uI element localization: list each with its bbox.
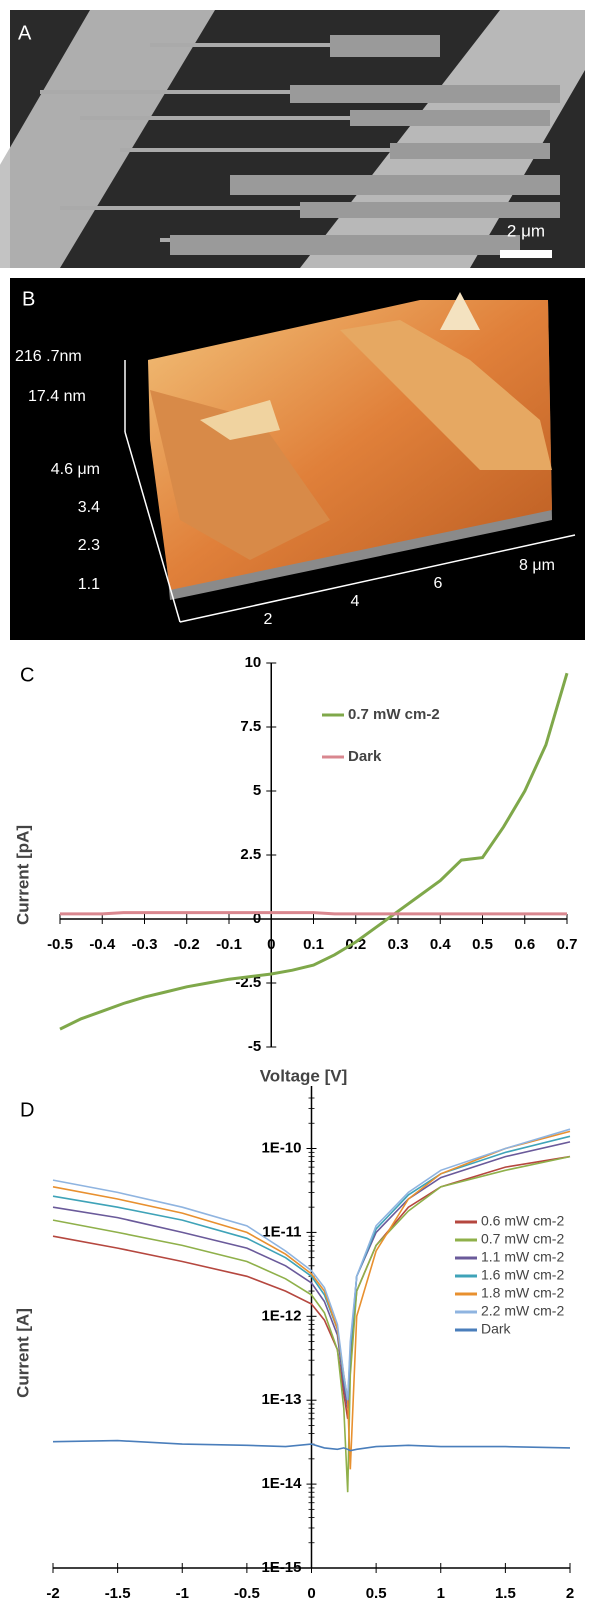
legend-label: 0.7 mW cm-2 xyxy=(481,1231,564,1247)
x-tick-label: 0.1 xyxy=(303,936,324,953)
y-tick-label: 0 xyxy=(253,910,261,927)
panel-label: C xyxy=(20,664,34,686)
series-line xyxy=(52,1155,571,1419)
x-tick-label: -0.1 xyxy=(216,936,242,953)
x-tick-label: 0.7 xyxy=(557,936,578,953)
x-tick-label: -0.3 xyxy=(132,936,158,953)
sem-image xyxy=(0,10,585,268)
legend-label: Dark xyxy=(348,748,382,765)
x-tick-label: 1 xyxy=(437,1585,445,1602)
y-tick-label: -5 xyxy=(248,1038,261,1055)
x-tick-label: -0.2 xyxy=(174,936,200,953)
legend-label: 0.6 mW cm-2 xyxy=(481,1213,564,1229)
x-tick-label: -1.5 xyxy=(105,1585,131,1602)
x-tick-label: -0.4 xyxy=(89,936,116,953)
series-line xyxy=(60,911,567,916)
series-line xyxy=(52,1439,571,1452)
y-tick-label: 1E-10 xyxy=(261,1139,301,1156)
afm-image xyxy=(10,278,585,640)
x-label: 4 xyxy=(351,593,360,610)
series-line xyxy=(52,1128,571,1401)
legend-label: 1.6 mW cm-2 xyxy=(481,1267,564,1283)
y-tick-label: 7.5 xyxy=(240,718,261,735)
x-tick-label: 2 xyxy=(566,1585,574,1602)
y-tick-label: 10 xyxy=(245,654,262,671)
legend-label: 1.1 mW cm-2 xyxy=(481,1249,564,1265)
y-axis-title: Current [A] xyxy=(13,1308,32,1398)
z-label: 17.4 nm xyxy=(28,388,86,405)
panel-label: A xyxy=(18,22,32,44)
y-tick-label: 1E-11 xyxy=(262,1223,301,1240)
panel-label: B xyxy=(22,288,35,310)
y-axis-title: Current [pA] xyxy=(13,825,32,925)
x-label: 2 xyxy=(264,611,273,628)
y-tick-label: 1E-15 xyxy=(261,1559,301,1576)
y-label: 4.6 μm xyxy=(51,461,100,478)
x-tick-label: 0.2 xyxy=(345,936,366,953)
x-tick-label: 1.5 xyxy=(495,1585,516,1602)
legend-label: Dark xyxy=(481,1321,512,1337)
series-line xyxy=(59,672,569,1031)
scale-bar-label: 2 μm xyxy=(507,221,545,240)
x-tick-label: -1 xyxy=(176,1585,189,1602)
x-tick-label: 0.6 xyxy=(514,936,535,953)
x-tick-label: -2 xyxy=(46,1585,59,1602)
x-tick-label: 0.3 xyxy=(388,936,409,953)
x-tick-label: -0.5 xyxy=(234,1585,260,1602)
y-tick-label: 5 xyxy=(253,782,261,799)
legend-label: 0.7 mW cm-2 xyxy=(348,706,440,723)
x-label: 6 xyxy=(434,575,443,592)
x-axis-title: Voltage [V] xyxy=(260,1066,348,1085)
x-tick-label: 0 xyxy=(267,936,275,953)
series-line xyxy=(52,1141,571,1409)
y-label: 1.1 xyxy=(78,576,100,593)
x-tick-label: 0.5 xyxy=(366,1585,387,1602)
x-tick-label: 0.5 xyxy=(472,936,493,953)
y-tick-label: 1E-14 xyxy=(261,1475,302,1492)
x-label: 8 μm xyxy=(519,557,555,574)
z-label: 216 .7nm xyxy=(15,348,82,365)
series-line xyxy=(52,1155,571,1493)
y-tick-label: 2.5 xyxy=(240,846,261,863)
y-label: 3.4 xyxy=(78,499,100,516)
legend-label: 1.8 mW cm-2 xyxy=(481,1285,564,1301)
legend-label: 2.2 mW cm-2 xyxy=(481,1303,564,1319)
x-tick-label: 0 xyxy=(307,1585,315,1602)
y-label: 2.3 xyxy=(78,537,100,554)
afm-axes xyxy=(124,360,576,623)
y-tick-label: 1E-13 xyxy=(261,1391,301,1408)
y-tick-label: 1E-12 xyxy=(261,1307,301,1324)
x-tick-label: -0.5 xyxy=(47,936,73,953)
panel-label: D xyxy=(20,1099,34,1121)
x-tick-label: 0.4 xyxy=(430,936,452,953)
